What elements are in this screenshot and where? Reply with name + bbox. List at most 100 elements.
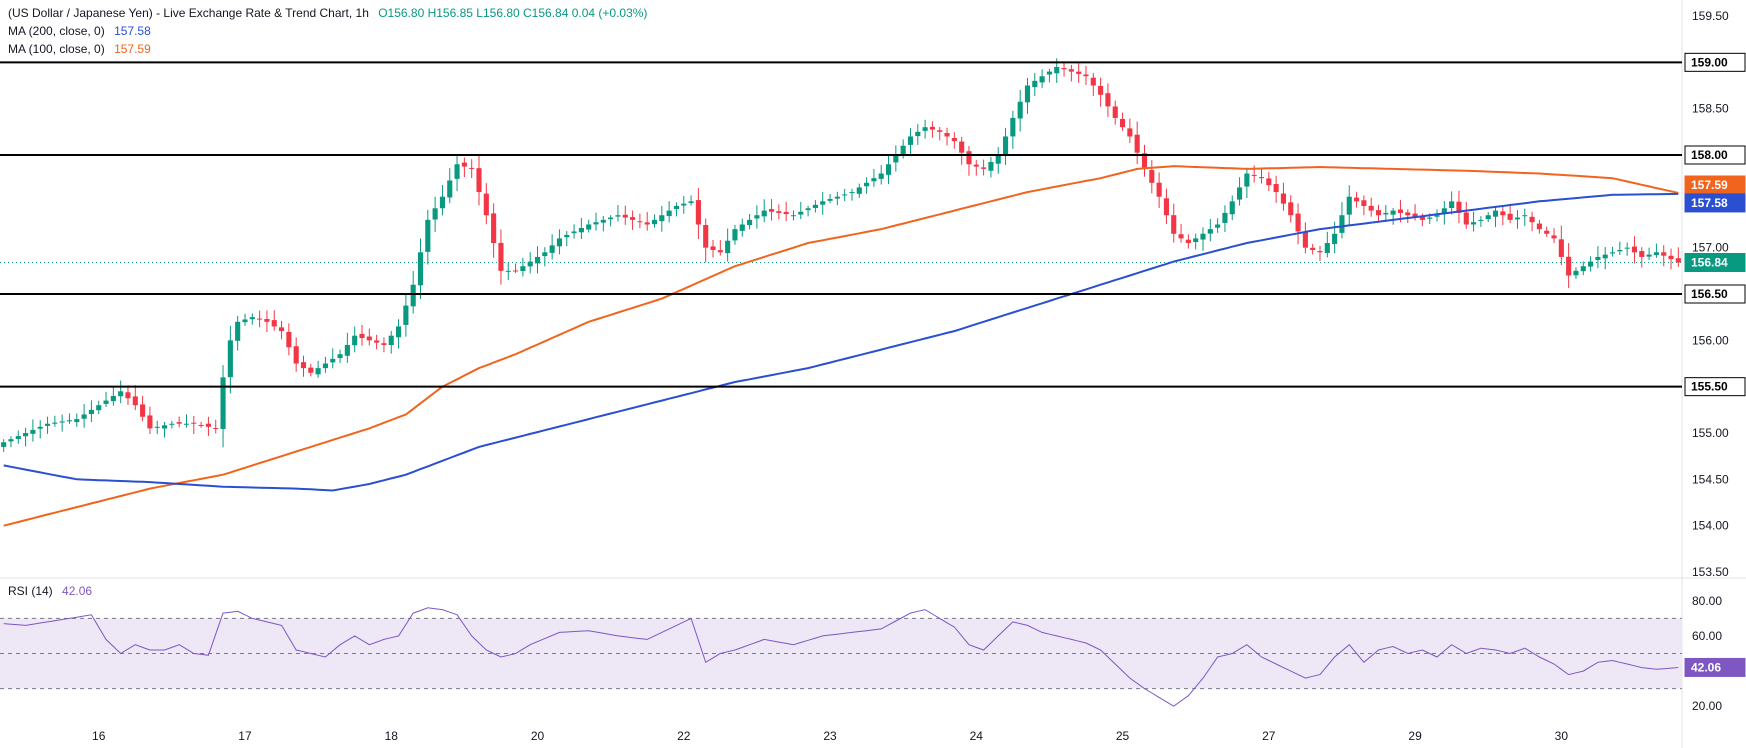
candle-body: [747, 219, 753, 226]
candle-body: [1200, 233, 1206, 240]
candle-body: [1361, 200, 1367, 206]
candle-body: [951, 137, 957, 142]
candle-body: [673, 205, 680, 209]
candle: [995, 147, 1001, 174]
rsi-line: [3, 607, 1679, 707]
candle: [23, 427, 29, 447]
candle: [827, 193, 833, 204]
candle: [1588, 256, 1594, 272]
candle: [505, 262, 511, 280]
candle: [271, 310, 277, 331]
candle: [688, 195, 694, 206]
candle-body: [593, 222, 599, 225]
candle-body: [96, 405, 102, 411]
candle-body: [220, 377, 226, 429]
candle: [15, 430, 21, 444]
candle: [1514, 209, 1521, 229]
candle: [1185, 234, 1191, 249]
candle-body: [1002, 136, 1009, 155]
candle-body: [761, 210, 767, 217]
candle: [893, 145, 899, 172]
candle: [1295, 203, 1301, 245]
candle-body: [388, 335, 394, 345]
candle-body: [578, 227, 584, 233]
candle-body: [1032, 80, 1038, 88]
candle: [1273, 175, 1279, 203]
candle-body: [498, 242, 504, 271]
candle-body: [1573, 270, 1579, 276]
candle-body: [1251, 174, 1257, 176]
candle: [1222, 205, 1228, 232]
candle: [176, 416, 182, 428]
candle-body: [1141, 153, 1148, 169]
candle: [593, 212, 599, 231]
candle: [1478, 216, 1484, 227]
candle: [1266, 171, 1272, 192]
candle-body: [1185, 239, 1191, 244]
candle-body: [1602, 254, 1608, 259]
ma200-legend[interactable]: MA (200, close, 0) 157.58: [8, 24, 151, 38]
candle: [1193, 233, 1199, 250]
candle: [1668, 248, 1674, 270]
candle-body: [1507, 213, 1513, 220]
candle-body: [1046, 71, 1052, 75]
rsi-legend[interactable]: RSI (14) 42.06: [8, 584, 92, 598]
candle: [1207, 219, 1213, 242]
candle: [235, 315, 241, 351]
candle-body: [1558, 239, 1564, 257]
candle-body: [1419, 216, 1425, 220]
candle: [1529, 211, 1535, 232]
candle-body: [717, 250, 723, 253]
candle: [571, 224, 577, 239]
candle: [1580, 261, 1586, 276]
candle: [673, 202, 680, 217]
candle-body: [944, 132, 950, 137]
price-axis-tick: 159.50: [1692, 9, 1729, 23]
candle-body: [981, 167, 987, 169]
candle-body: [1639, 251, 1645, 257]
candle-body: [754, 215, 760, 219]
candle-body: [1039, 76, 1045, 83]
ma100-value: 157.59: [114, 42, 151, 56]
candle: [966, 146, 972, 176]
candle-body: [205, 423, 211, 427]
candle: [257, 310, 263, 328]
candle: [264, 310, 270, 332]
price-axis-tick: 154.50: [1692, 472, 1729, 486]
time-axis-label: 16: [92, 729, 106, 743]
candle: [1098, 77, 1104, 107]
candle-body: [125, 392, 131, 399]
candle: [1375, 204, 1382, 222]
candle: [447, 167, 453, 204]
candle: [1127, 118, 1133, 143]
candle: [1354, 191, 1360, 208]
candle: [951, 132, 957, 149]
candle: [344, 332, 350, 363]
level-tag-box: [1684, 377, 1746, 397]
candle-body: [1244, 173, 1250, 187]
candle: [1492, 205, 1499, 228]
candle: [315, 360, 321, 378]
ma100-legend[interactable]: MA (100, close, 0) 157.59: [8, 42, 151, 56]
candle-body: [1083, 74, 1089, 77]
candle-body: [483, 193, 489, 216]
candle-body: [66, 420, 73, 422]
candle-body: [1383, 212, 1389, 215]
candle-body: [959, 141, 965, 153]
candle: [1661, 245, 1667, 267]
candle-body: [235, 321, 241, 341]
candle-body: [1609, 252, 1616, 254]
candle-body: [973, 164, 979, 167]
candle: [754, 205, 760, 229]
candle-body: [81, 414, 87, 419]
candle-body: [615, 215, 621, 217]
symbol-title[interactable]: (US Dollar / Japanese Yen) - Live Exchan…: [8, 6, 369, 20]
candle-body: [1134, 134, 1140, 153]
candle: [1032, 73, 1038, 97]
candle-body: [1595, 256, 1601, 260]
level-tag-text: 158.00: [1691, 148, 1728, 162]
candle: [856, 183, 862, 198]
level-tag-text: 155.50: [1691, 380, 1728, 394]
candle: [1156, 172, 1162, 209]
